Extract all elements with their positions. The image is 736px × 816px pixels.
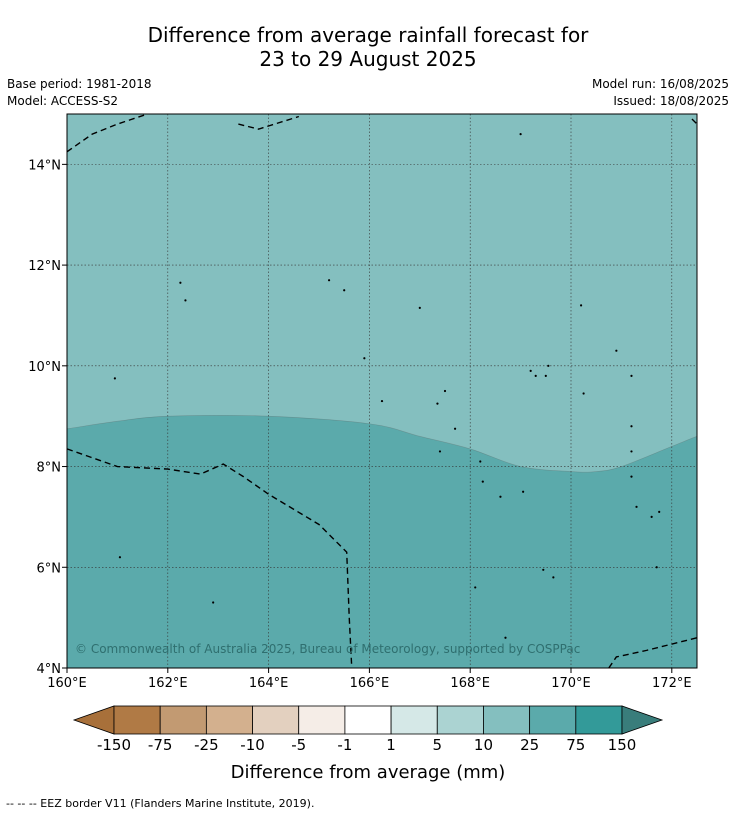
island bbox=[650, 515, 653, 519]
model-run: Model run: 16/08/2025 bbox=[591, 77, 729, 91]
model-name: Model: ACCESS-S2 bbox=[7, 94, 119, 108]
island bbox=[438, 450, 442, 453]
island bbox=[519, 133, 522, 136]
title-line-1: Difference from average rainfall forecas… bbox=[147, 23, 589, 47]
island bbox=[380, 399, 384, 403]
island bbox=[443, 389, 447, 393]
island bbox=[343, 289, 346, 292]
colorbar-swatch bbox=[113, 705, 161, 735]
eez-border bbox=[691, 118, 697, 125]
island bbox=[363, 357, 366, 360]
colorbar-tick-label: 10 bbox=[473, 736, 493, 754]
island bbox=[179, 281, 182, 284]
y-tick-label: 4°N bbox=[37, 662, 62, 677]
colorbar-tick-label: 150 bbox=[607, 736, 637, 754]
eez-border bbox=[67, 448, 353, 668]
colorbar-swatch bbox=[159, 705, 207, 735]
colorbar-tick-label: -150 bbox=[96, 736, 132, 754]
island bbox=[630, 374, 633, 377]
base-period: Base period: 1981-2018 bbox=[7, 77, 152, 91]
eez-border bbox=[608, 637, 697, 668]
colorbar-tick-label: -25 bbox=[194, 736, 219, 754]
colorbar-swatch bbox=[390, 705, 438, 735]
island bbox=[522, 490, 525, 493]
colorbar-tick-label: 75 bbox=[566, 736, 586, 754]
island bbox=[630, 475, 633, 478]
colorbar-swatch bbox=[575, 705, 623, 735]
island bbox=[534, 374, 537, 377]
map-plot-area: © Commonwealth of Australia 2025, Bureau… bbox=[67, 114, 697, 668]
colorbar-swatch bbox=[436, 705, 484, 735]
island bbox=[436, 402, 439, 405]
island bbox=[113, 377, 116, 380]
x-tick-label: 160°E bbox=[47, 676, 87, 691]
island bbox=[547, 364, 550, 367]
copyright-text: © Commonwealth of Australia 2025, Bureau… bbox=[75, 642, 580, 656]
island bbox=[453, 427, 457, 430]
island bbox=[542, 568, 545, 571]
colorbar-tick-label: 5 bbox=[432, 736, 443, 754]
y-tick-label: 8°N bbox=[37, 461, 62, 476]
colorbar-tick-label: -10 bbox=[240, 736, 265, 754]
colorbar-swatch bbox=[252, 705, 300, 735]
island bbox=[635, 505, 638, 508]
colorbar-tick-label: 1 bbox=[386, 736, 396, 754]
colorbar-tick-label: 25 bbox=[520, 736, 540, 754]
island bbox=[474, 586, 477, 589]
island bbox=[552, 576, 555, 579]
island bbox=[582, 392, 585, 395]
island bbox=[479, 460, 482, 463]
island bbox=[630, 425, 633, 428]
island bbox=[418, 306, 421, 309]
island bbox=[579, 304, 583, 307]
title-line-2: 23 to 29 August 2025 bbox=[259, 47, 477, 71]
colorbar-low-extend bbox=[72, 705, 115, 735]
island bbox=[481, 480, 484, 483]
colorbar-high-extend bbox=[621, 705, 664, 735]
island bbox=[499, 495, 502, 498]
x-tick-label: 164°E bbox=[249, 676, 289, 691]
eez-border bbox=[67, 114, 148, 153]
x-tick-label: 168°E bbox=[450, 676, 490, 691]
island bbox=[615, 349, 618, 352]
island bbox=[327, 279, 331, 282]
island bbox=[504, 636, 507, 639]
colorbar-tick-label: -5 bbox=[291, 736, 307, 754]
island bbox=[655, 566, 658, 569]
island bbox=[184, 299, 187, 302]
y-tick-label: 6°N bbox=[37, 561, 62, 576]
island bbox=[544, 374, 547, 377]
y-tick-label: 14°N bbox=[28, 158, 61, 173]
rainfall-band-6 bbox=[67, 114, 697, 473]
island bbox=[212, 601, 215, 604]
colorbar-swatch bbox=[205, 705, 253, 735]
x-tick-label: 162°E bbox=[148, 676, 188, 691]
issued-date: Issued: 18/08/2025 bbox=[613, 94, 729, 108]
x-tick-label: 170°E bbox=[551, 676, 591, 691]
colorbar-swatch bbox=[298, 705, 346, 735]
map-frame bbox=[66, 113, 698, 669]
island bbox=[118, 556, 122, 559]
island bbox=[658, 510, 661, 513]
colorbar-swatch bbox=[483, 705, 531, 735]
island bbox=[630, 450, 633, 453]
eez-border bbox=[238, 115, 300, 130]
y-tick-label: 12°N bbox=[28, 259, 61, 274]
eez-legend-note: -- -- -- EEZ border V11 (Flanders Marine… bbox=[6, 797, 315, 810]
colorbar-title: Difference from average (mm) bbox=[230, 762, 506, 783]
island bbox=[529, 369, 532, 372]
colorbar-swatch bbox=[529, 705, 577, 735]
colorbar-swatch bbox=[344, 705, 392, 735]
x-tick-label: 166°E bbox=[350, 676, 390, 691]
x-tick-label: 172°E bbox=[652, 676, 692, 691]
y-tick-label: 10°N bbox=[28, 360, 61, 375]
colorbar-tick-label: -1 bbox=[337, 736, 353, 754]
colorbar-tick-label: -75 bbox=[147, 736, 173, 754]
